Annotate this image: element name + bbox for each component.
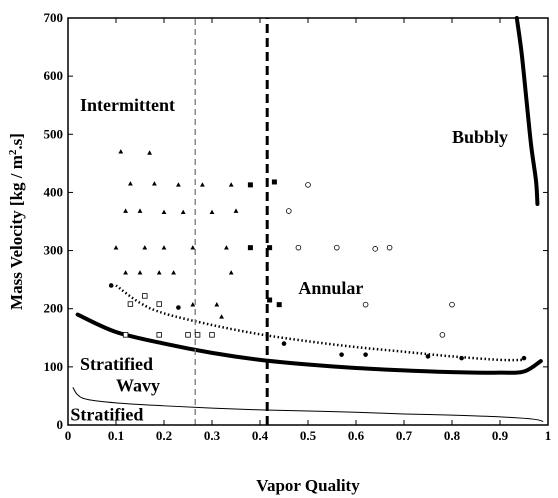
marker-filled-triangle [171, 270, 176, 275]
x-tick-label: 0.9 [492, 428, 509, 443]
x-tick-label: 0.8 [444, 428, 461, 443]
x-tick-label: 0.2 [156, 428, 172, 443]
marker-filled-triangle [161, 209, 167, 214]
region-label: Stratified [70, 404, 143, 424]
marker-open-square [127, 301, 134, 307]
boundary-lines [72, 16, 544, 425]
marker-open-square [156, 332, 162, 338]
x-tick-label: 0.7 [396, 428, 413, 443]
marker-filled-triangle [161, 245, 167, 250]
marker-open-square [209, 332, 215, 338]
marker-filled-square [276, 302, 282, 308]
data-markers [108, 149, 527, 361]
marker-filled-triangle [156, 270, 162, 275]
y-tick-label: 200 [44, 301, 64, 316]
marker-filled-triangle [147, 150, 152, 155]
region-labels: IntermittentBubblyAnnularStratifiedWavyS… [70, 95, 508, 424]
region-label: Wavy [116, 375, 160, 395]
marker-filled-triangle [123, 270, 128, 275]
x-tick-label: 0.4 [252, 428, 269, 443]
marker-filled-triangle [176, 182, 181, 187]
y-tick-label: 400 [44, 184, 64, 199]
marker-filled-square [247, 182, 253, 188]
marker-open-circle [305, 182, 311, 188]
marker-filled-circle [108, 283, 114, 288]
y-tick-label: 300 [44, 243, 64, 258]
marker-filled-triangle [118, 149, 124, 154]
marker-open-circle [449, 301, 455, 308]
region-label: Bubbly [452, 127, 508, 147]
marker-filled-circle [176, 305, 181, 310]
marker-filled-triangle [190, 245, 196, 250]
marker-filled-triangle [233, 208, 239, 213]
x-tick-label: 0.1 [108, 428, 124, 443]
marker-filled-triangle [137, 208, 143, 213]
marker-filled-triangle [228, 182, 234, 187]
y-tick-label: 100 [44, 359, 64, 374]
marker-filled-triangle [113, 245, 119, 250]
marker-open-circle [386, 244, 393, 251]
y-tick-label: 0 [57, 417, 64, 432]
marker-filled-triangle [137, 270, 143, 275]
marker-filled-triangle [123, 208, 128, 213]
marker-open-square [142, 293, 148, 299]
marker-filled-circle [521, 355, 527, 361]
marker-filled-triangle [214, 302, 220, 307]
y-tick-label: 500 [44, 126, 64, 141]
marker-filled-circle [459, 355, 464, 361]
y-axis-ticks: 0 100 200 300 400 500 600 700 [44, 10, 548, 432]
marker-open-square [185, 332, 191, 338]
marker-open-circle [285, 208, 292, 214]
marker-filled-circle [339, 352, 344, 357]
x-tick-label: 0.6 [348, 428, 365, 443]
marker-filled-triangle [190, 302, 196, 307]
marker-open-square [156, 301, 162, 307]
marker-filled-square [267, 245, 273, 251]
marker-filled-circle [281, 341, 287, 346]
y-tick-label: 600 [44, 68, 64, 83]
marker-filled-square [271, 179, 277, 185]
x-axis-title: Vapor Quality [256, 476, 360, 495]
marker-filled-triangle [180, 209, 186, 214]
x-tick-label: 1 [545, 428, 552, 443]
boundary-line-thin-solid [72, 386, 544, 422]
marker-open-circle [439, 332, 446, 338]
x-tick-label: 0.5 [300, 428, 317, 443]
region-label: Annular [298, 278, 363, 298]
x-axis-ticks: 0 0.1 0.2 0.3 0.4 0.5 0.6 0.7 0.8 0.9 1 [65, 18, 552, 443]
marker-filled-triangle [142, 245, 148, 250]
marker-filled-triangle [219, 314, 224, 319]
marker-filled-triangle [228, 270, 234, 275]
marker-open-circle [295, 244, 302, 251]
marker-filled-triangle [128, 181, 133, 186]
y-tick-label: 700 [44, 10, 64, 25]
region-label: Stratified [80, 354, 153, 374]
marker-filled-circle [363, 352, 368, 357]
marker-open-circle [362, 301, 369, 308]
y-axis-title: Mass Velocity [kg / m2.s] [7, 133, 26, 310]
boundary-line-thick-solid [75, 312, 543, 375]
marker-filled-square [267, 297, 273, 303]
x-tick-label: 0 [65, 428, 72, 443]
boundary-line-thick-solid [514, 16, 540, 207]
marker-open-circle [372, 246, 379, 252]
marker-filled-square [247, 245, 253, 251]
marker-open-square [194, 332, 201, 338]
marker-filled-triangle [224, 245, 229, 250]
marker-filled-triangle [200, 182, 205, 187]
marker-open-square [122, 332, 129, 338]
marker-open-circle [333, 244, 340, 251]
marker-filled-triangle [209, 209, 215, 214]
marker-filled-circle [425, 354, 431, 359]
x-tick-label: 0.3 [204, 428, 221, 443]
marker-filled-triangle [152, 181, 157, 186]
region-label: Intermittent [80, 95, 175, 115]
